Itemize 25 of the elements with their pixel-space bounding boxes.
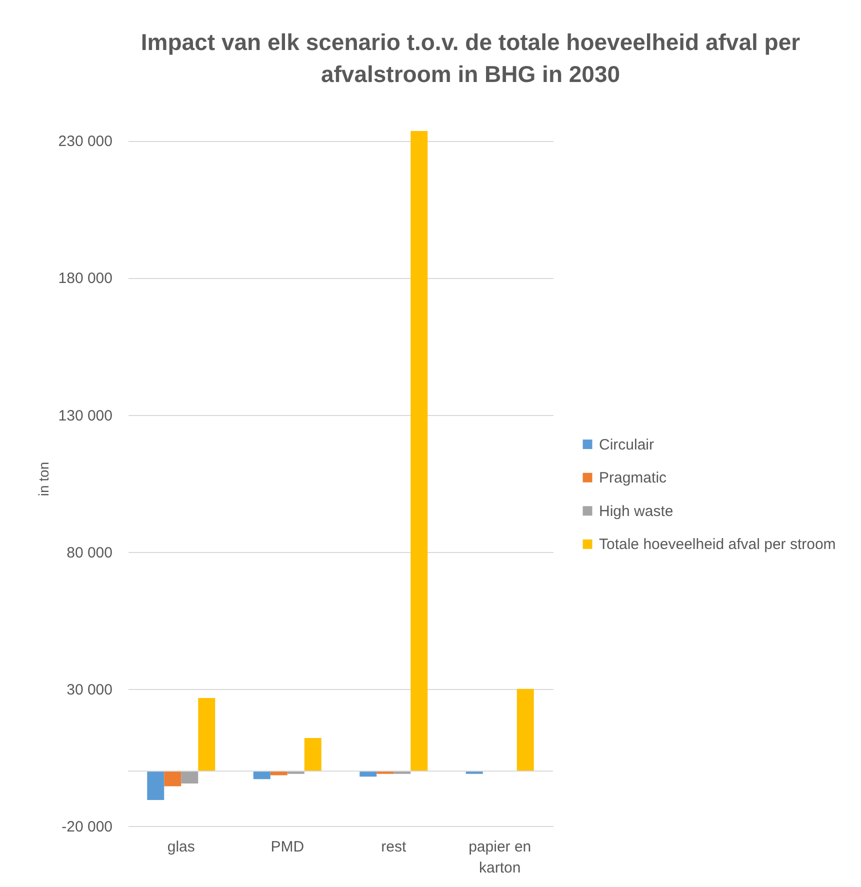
legend-label: Pragmatic (599, 470, 668, 487)
y-tick-label: 30 000 (66, 681, 112, 698)
bar (147, 771, 164, 800)
legend-label: Totale hoeveelheid afval per stroom (599, 536, 836, 554)
y-tick-label: 130 000 (58, 407, 112, 424)
bar (253, 771, 270, 780)
x-tick-label: PMD (270, 838, 304, 856)
y-tick-label: 80 000 (66, 544, 112, 562)
legend-label: Circulair (599, 436, 654, 454)
bar (410, 131, 428, 772)
chart-title: Impact van elk scenario t.o.v. de totale hoeveelheid afval per afvalstroom in BHG in 2030 (140, 29, 800, 87)
y-axis-title: in ton (36, 462, 52, 496)
bar (198, 698, 216, 772)
x-tick-label: rest (381, 838, 407, 856)
y-tick-label: -20 000 (62, 818, 112, 836)
bar (516, 688, 534, 772)
bar (181, 771, 198, 784)
y-tick-label: 180 000 (58, 270, 112, 288)
bar (304, 738, 322, 772)
x-tick-label: papier en karton (468, 838, 532, 876)
legend-label: High waste (599, 502, 674, 520)
bar (164, 771, 182, 786)
bar (360, 771, 377, 777)
x-tick-label: glas (167, 838, 195, 856)
y-tick-label: 230 000 (58, 133, 112, 150)
